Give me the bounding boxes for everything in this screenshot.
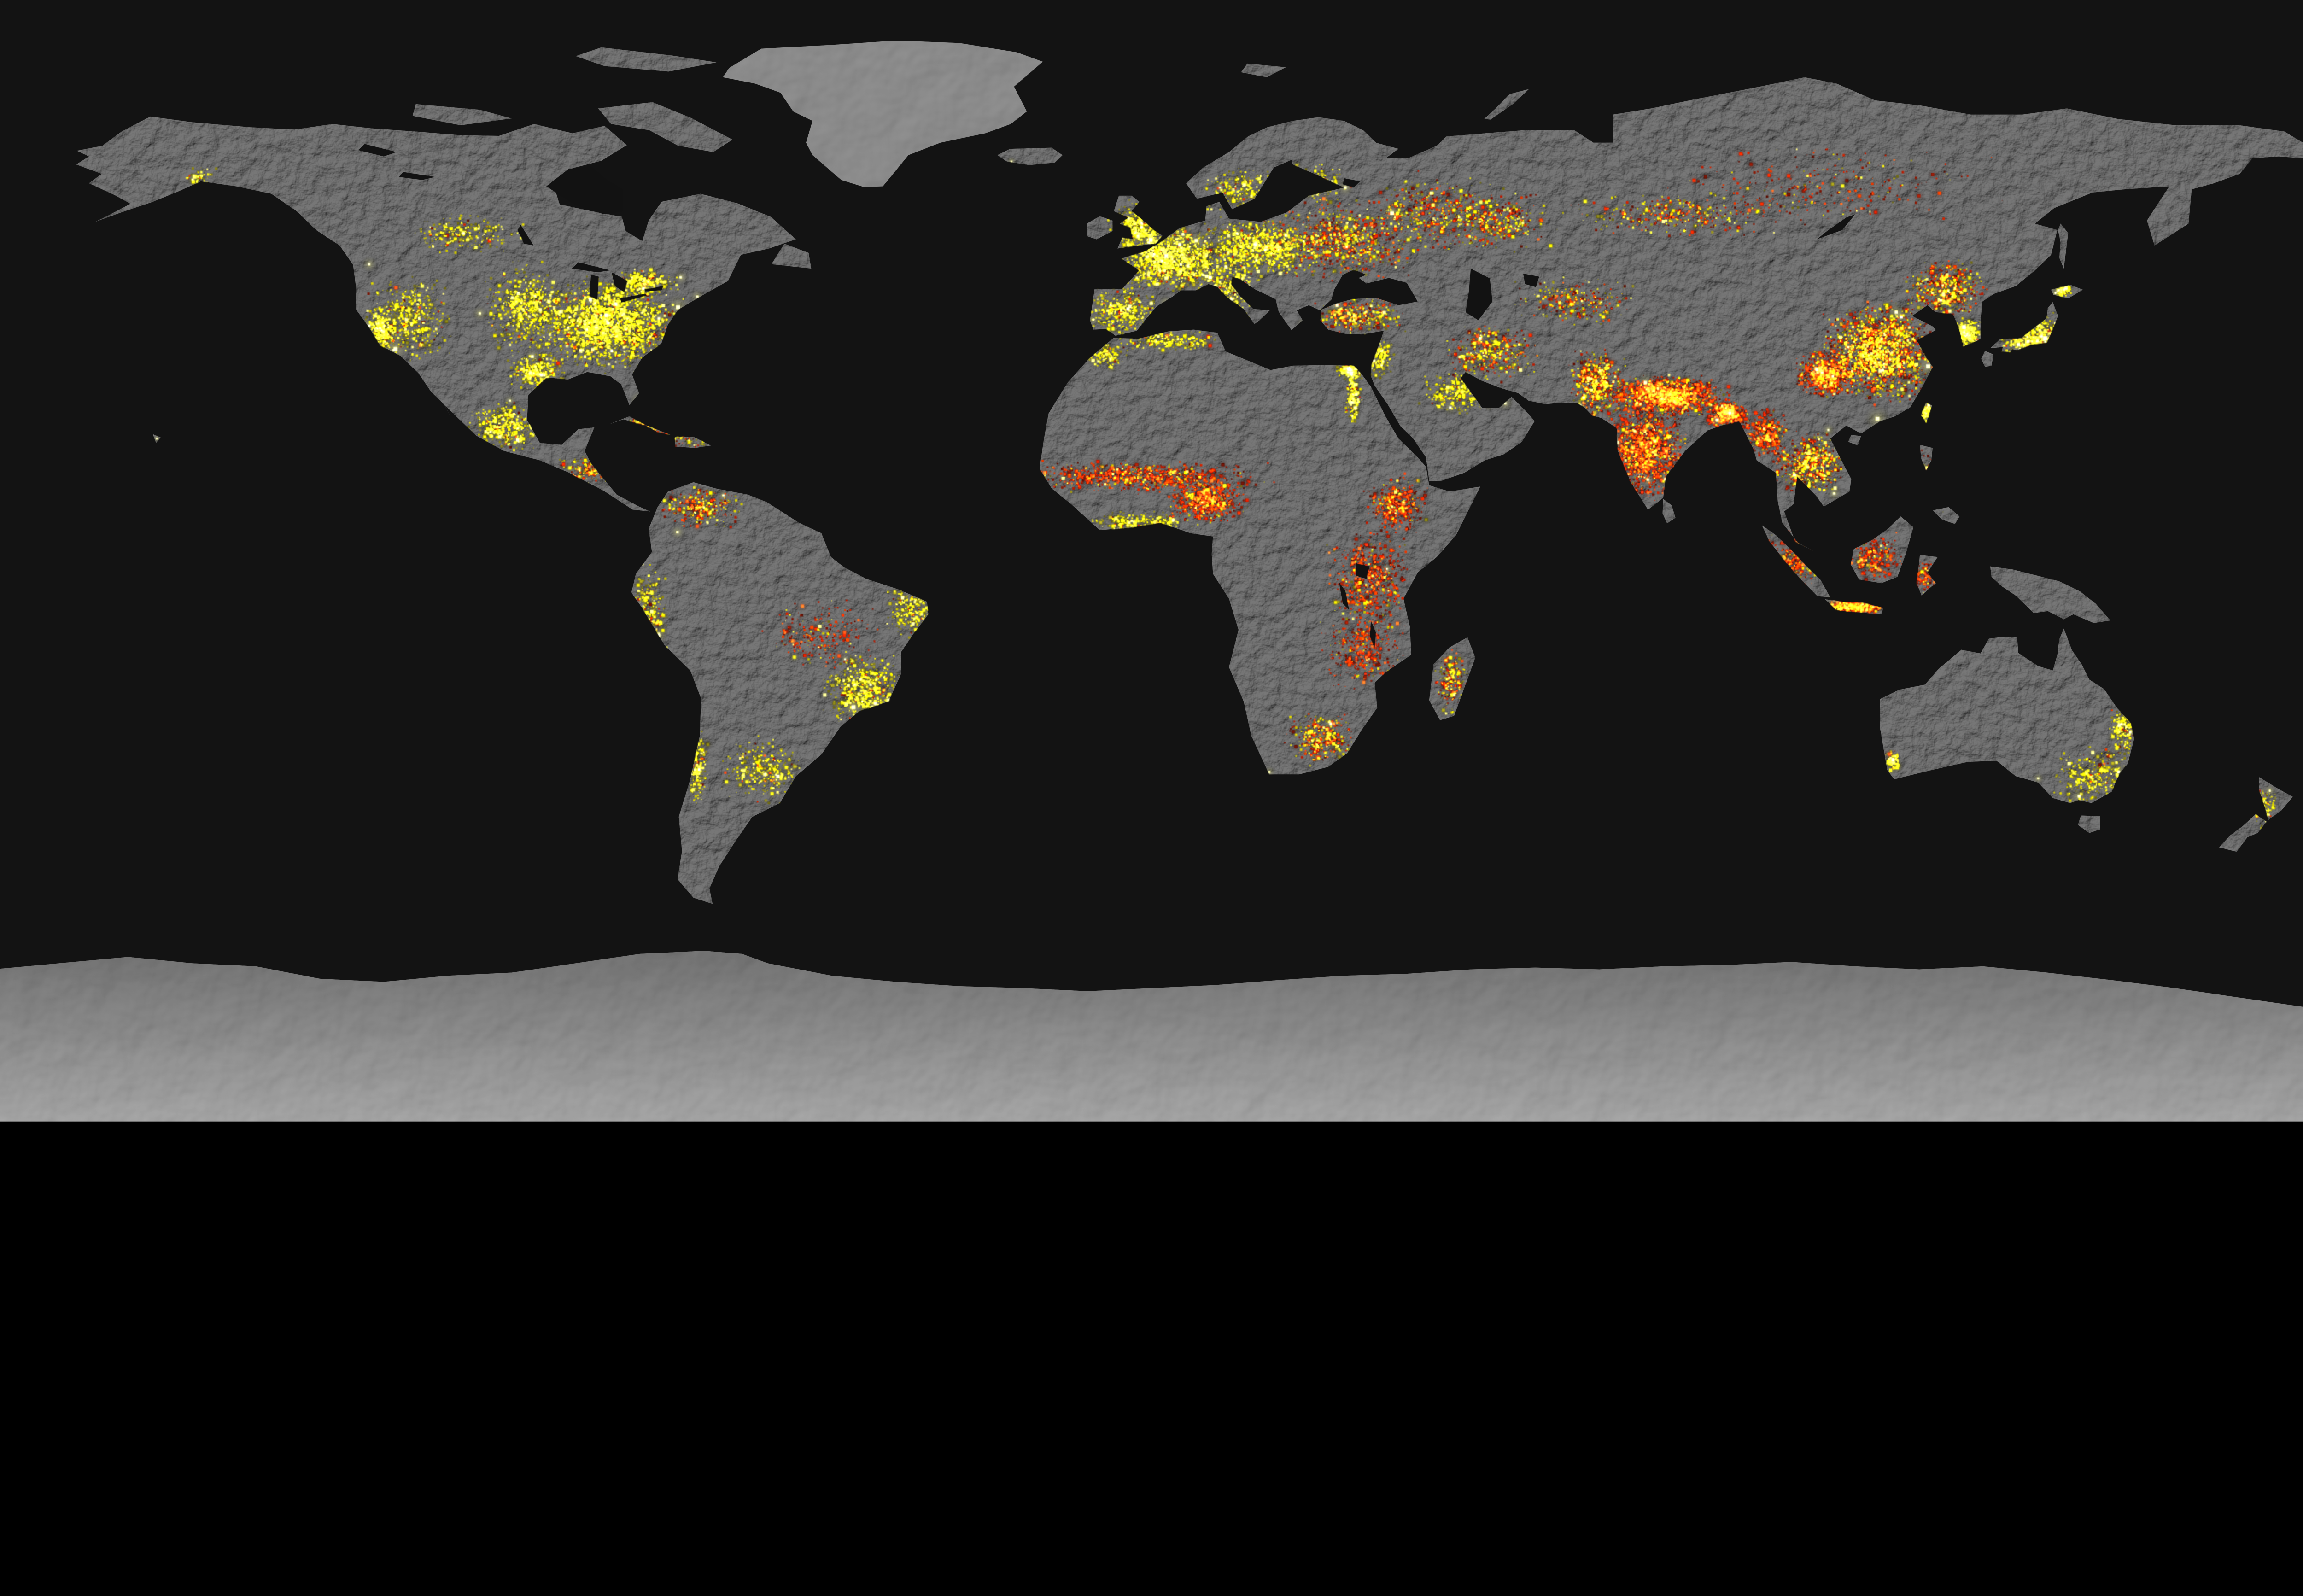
earth-night-lights-map <box>0 0 2303 1122</box>
night-lights-canvas <box>0 0 2303 1122</box>
